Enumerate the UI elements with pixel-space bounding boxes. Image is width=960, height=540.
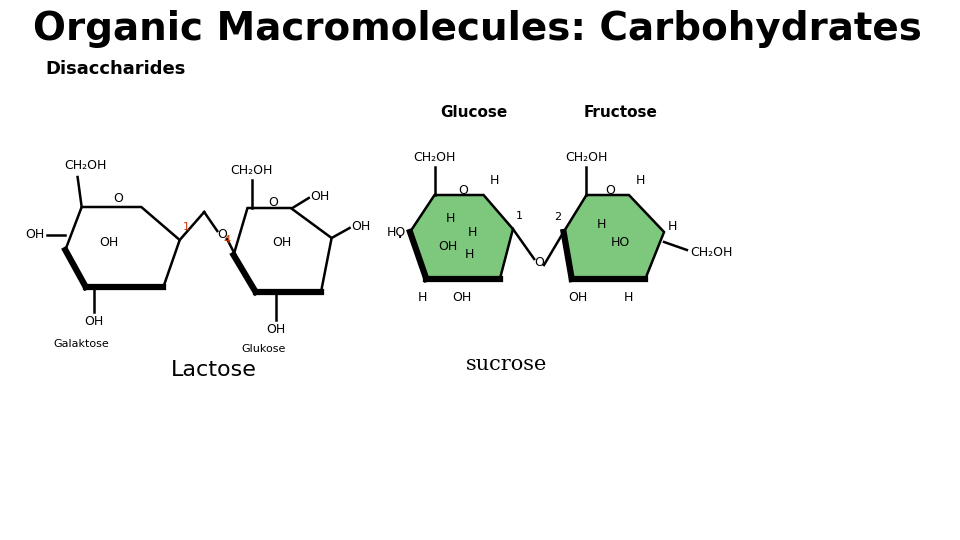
Text: HO: HO [387, 226, 406, 239]
Text: H: H [446, 213, 456, 226]
Text: 1: 1 [183, 222, 190, 232]
Text: H: H [465, 248, 474, 261]
Text: OH: OH [351, 219, 371, 233]
Polygon shape [564, 195, 664, 279]
Text: .: . [397, 222, 403, 241]
Text: CH₂OH: CH₂OH [565, 151, 608, 164]
Text: Lactose: Lactose [171, 360, 256, 380]
Text: H: H [468, 226, 477, 239]
Text: O: O [113, 192, 123, 206]
Text: O: O [268, 197, 278, 210]
Text: O: O [534, 255, 544, 268]
Text: O: O [605, 184, 615, 197]
Text: 1: 1 [516, 211, 522, 221]
Text: H: H [596, 219, 606, 232]
Text: OH: OH [84, 315, 104, 328]
Polygon shape [410, 195, 513, 279]
Text: Fructose: Fructose [584, 105, 658, 120]
Text: OH: OH [272, 235, 291, 248]
Text: OH: OH [99, 237, 118, 249]
Text: sucrose: sucrose [466, 355, 547, 374]
Text: H: H [636, 174, 645, 187]
Text: CH₂OH: CH₂OH [64, 159, 107, 172]
Text: HO: HO [612, 235, 631, 248]
Text: OH: OH [568, 291, 588, 304]
Text: CH₂OH: CH₂OH [414, 151, 456, 164]
Text: OH: OH [267, 323, 286, 336]
Text: OH: OH [452, 291, 471, 304]
Text: OH: OH [26, 228, 45, 241]
Text: Galaktose: Galaktose [54, 339, 109, 349]
Text: O: O [217, 228, 228, 241]
Text: H: H [418, 291, 427, 304]
Text: OH: OH [310, 190, 329, 202]
Text: Disaccharides: Disaccharides [45, 60, 185, 78]
Text: 4: 4 [224, 235, 230, 245]
Text: CH₂OH: CH₂OH [690, 246, 732, 259]
Text: 2: 2 [554, 212, 562, 222]
Text: CH₂OH: CH₂OH [230, 164, 273, 177]
Text: Organic Macromolecules: Carbohydrates: Organic Macromolecules: Carbohydrates [33, 10, 922, 48]
Text: H: H [624, 291, 634, 304]
Text: H: H [490, 174, 499, 187]
Text: H: H [668, 220, 678, 233]
Text: Glucose: Glucose [440, 105, 508, 120]
Text: O: O [458, 184, 468, 197]
Text: OH: OH [438, 240, 457, 253]
Text: Glukose: Glukose [242, 344, 286, 354]
